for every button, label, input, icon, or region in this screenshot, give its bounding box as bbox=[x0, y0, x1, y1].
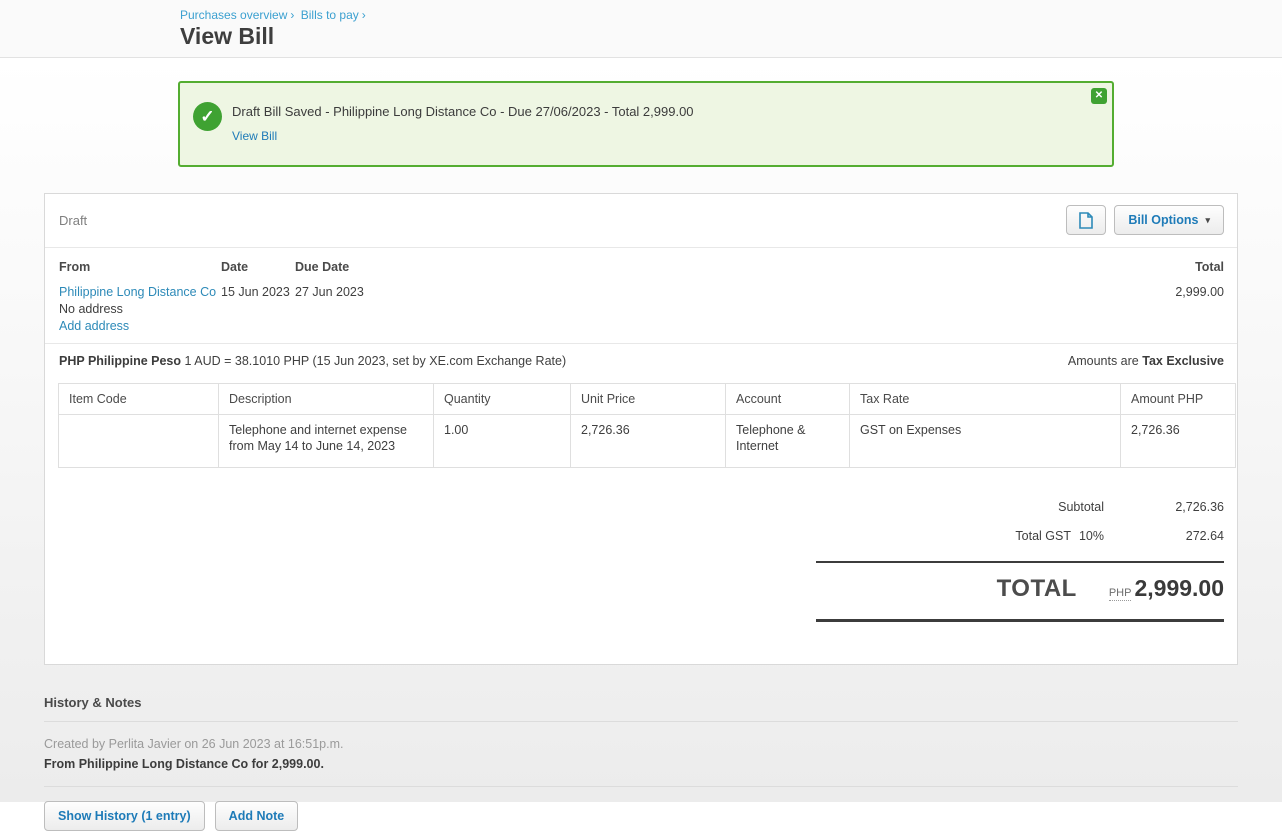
grand-total-currency-code: PHP bbox=[1108, 587, 1132, 601]
page-header: Purchases overview › Bills to pay › View B… bbox=[0, 0, 1282, 58]
column-header-item-code: Item Code bbox=[58, 383, 219, 415]
breadcrumb-separator: › bbox=[290, 8, 295, 22]
breadcrumb-link-bills-to-pay[interactable]: Bills to pay bbox=[300, 8, 359, 22]
bill-card: Draft Bill Options ▾ From bbox=[44, 193, 1238, 665]
bill-card-header: Draft Bill Options ▾ bbox=[45, 194, 1237, 247]
bill-status-badge: Draft bbox=[59, 212, 88, 228]
chevron-down-icon: ▾ bbox=[1205, 214, 1210, 225]
column-header-unit-price: Unit Price bbox=[570, 383, 726, 415]
banner-message: Draft Bill Saved - Philippine Long Dista… bbox=[232, 104, 694, 119]
gst-rate: 10% bbox=[1078, 529, 1104, 543]
history-notes-section: History & Notes Created by Perlita Javie… bbox=[44, 695, 1238, 831]
column-header-account: Account bbox=[725, 383, 850, 415]
date-value: 15 Jun 2023 bbox=[221, 285, 290, 299]
cell-account: Telephone & Internet bbox=[725, 414, 850, 468]
subtotal-row: Subtotal 2,726.36 bbox=[816, 493, 1224, 522]
table-header-row: Item Code Description Quantity Unit Pric… bbox=[58, 383, 1236, 415]
table-row: Telephone and internet expense from May … bbox=[58, 414, 1236, 468]
add-address-link[interactable]: Add address bbox=[59, 319, 130, 333]
success-banner: ✓ Draft Bill Saved - Philippine Long Dis… bbox=[178, 81, 1114, 167]
gst-label: Total GST bbox=[1015, 529, 1071, 543]
history-notes-title: History & Notes bbox=[44, 695, 1238, 722]
column-header-description: Description bbox=[218, 383, 434, 415]
show-history-button[interactable]: Show History (1 entry) bbox=[44, 801, 205, 831]
history-summary-text: From Philippine Long Distance Co for 2,9… bbox=[44, 757, 1238, 787]
grand-total-row: TOTAL PHP 2,999.00 bbox=[816, 561, 1224, 622]
gst-value: 272.64 bbox=[1185, 529, 1224, 543]
tax-mode-text: Tax Exclusive bbox=[1142, 354, 1224, 368]
page-title: View Bill bbox=[180, 23, 275, 49]
add-note-button[interactable]: Add Note bbox=[214, 801, 299, 831]
cell-description: Telephone and internet expense from May … bbox=[218, 414, 434, 468]
total-label: Total bbox=[1195, 260, 1224, 274]
from-label: From bbox=[59, 260, 91, 274]
currency-row: PHP Philippine Peso 1 AUD = 38.1010 PHP … bbox=[45, 343, 1237, 378]
amounts-are-text: Amounts are bbox=[1067, 354, 1139, 368]
cell-amount: 2,726.36 bbox=[1120, 414, 1236, 468]
close-icon[interactable]: ✕ bbox=[1091, 88, 1107, 104]
no-address-text: No address bbox=[59, 302, 123, 316]
breadcrumb-separator: › bbox=[361, 8, 366, 22]
main-content: ✓ Draft Bill Saved - Philippine Long Dis… bbox=[0, 58, 1282, 831]
gst-row: Total GST 10% 272.64 bbox=[816, 522, 1224, 551]
line-items-table: Item Code Description Quantity Unit Pric… bbox=[58, 383, 1236, 468]
breadcrumb-link-purchases-overview[interactable]: Purchases overview bbox=[180, 8, 288, 22]
bill-summary-fields: From Philippine Long Distance Co No addr… bbox=[45, 247, 1237, 343]
column-header-quantity: Quantity bbox=[433, 383, 571, 415]
print-pdf-button[interactable] bbox=[1066, 205, 1107, 235]
exchange-rate-text: 1 AUD = 38.1010 PHP (15 Jun 2023, set by… bbox=[184, 354, 567, 368]
breadcrumb: Purchases overview › Bills to pay › bbox=[180, 8, 1282, 22]
column-header-tax-rate: Tax Rate bbox=[849, 383, 1121, 415]
history-created-text: Created by Perlita Javier on 26 Jun 2023… bbox=[44, 737, 344, 751]
success-check-icon: ✓ bbox=[193, 102, 222, 131]
subtotal-label: Subtotal bbox=[1058, 500, 1104, 514]
banner-view-bill-link[interactable]: View Bill bbox=[232, 129, 278, 143]
bill-options-button[interactable]: Bill Options ▾ bbox=[1114, 205, 1224, 235]
totals-section: Subtotal 2,726.36 Total GST 10% 272.64 T… bbox=[816, 493, 1224, 622]
cell-item-code bbox=[58, 414, 219, 468]
grand-total-value: 2,999.00 bbox=[1134, 575, 1224, 601]
document-icon bbox=[1079, 211, 1094, 229]
subtotal-value: 2,726.36 bbox=[1175, 500, 1224, 514]
column-header-amount: Amount PHP bbox=[1120, 383, 1236, 415]
due-date-label: Due Date bbox=[295, 260, 350, 274]
cell-tax-rate: GST on Expenses bbox=[849, 414, 1121, 468]
currency-name: PHP Philippine Peso bbox=[59, 354, 182, 368]
due-date-value: 27 Jun 2023 bbox=[295, 285, 364, 299]
cell-quantity: 1.00 bbox=[433, 414, 571, 468]
grand-total-label: TOTAL bbox=[996, 575, 1077, 602]
contact-link[interactable]: Philippine Long Distance Co bbox=[59, 285, 217, 299]
bill-options-label: Bill Options bbox=[1128, 213, 1199, 227]
date-label: Date bbox=[221, 260, 249, 274]
cell-unit-price: 2,726.36 bbox=[570, 414, 726, 468]
total-value: 2,999.00 bbox=[1175, 285, 1224, 299]
